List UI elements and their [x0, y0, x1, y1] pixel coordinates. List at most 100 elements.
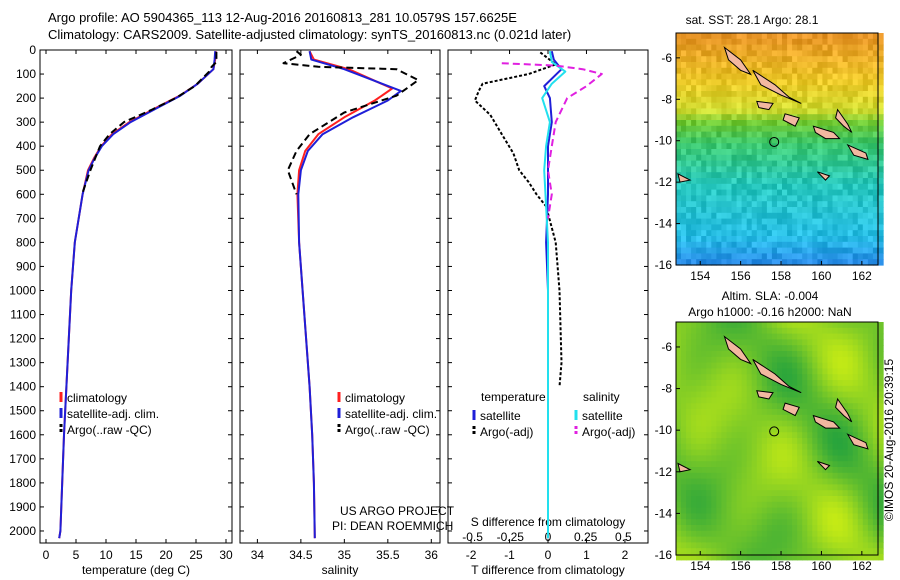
heatmap-cell	[832, 484, 839, 491]
heatmap-cell	[686, 333, 692, 340]
heatmap-cell	[822, 207, 829, 214]
heatmap-cell	[872, 472, 879, 480]
heatmap-cell	[761, 212, 768, 220]
heatmap-cell	[782, 385, 788, 393]
heatmap-cell	[827, 96, 834, 104]
heatmap-cell	[822, 426, 829, 433]
legend-satellite-adj-label: satellite-adj. clim.	[345, 407, 437, 421]
heatmap-cell	[802, 467, 808, 474]
heatmap-cell	[746, 44, 753, 51]
heatmap-cell	[872, 114, 879, 121]
heatmap-cell	[746, 472, 753, 480]
heatmap-cell	[832, 513, 839, 520]
heatmap-cell	[802, 102, 808, 109]
heatmap-cell	[842, 224, 849, 231]
heatmap-cell	[847, 131, 854, 138]
heatmap-cell	[872, 507, 879, 514]
heatmap-cell	[711, 507, 717, 514]
heatmap-cell	[731, 548, 738, 555]
heatmap-cell	[777, 496, 783, 503]
heatmap-cell	[837, 484, 844, 491]
heatmap-cell	[867, 461, 874, 468]
heatmap-cell	[736, 426, 743, 433]
heatmap-cell	[812, 362, 818, 369]
heatmap-cell	[822, 224, 829, 231]
heatmap-cell	[832, 137, 839, 144]
heatmap-cell	[701, 259, 707, 266]
heatmap-cell	[867, 519, 874, 526]
heatmap-cell	[726, 102, 733, 109]
heatmap-cell	[832, 33, 839, 40]
heatmap-cell	[787, 467, 793, 474]
heatmap-cell	[726, 253, 733, 260]
heatmap-cell	[878, 536, 884, 543]
heatmap-cell	[691, 484, 697, 491]
heatmap-cell	[807, 201, 813, 208]
heatmap-cell	[721, 236, 728, 243]
heatmap-cell	[867, 420, 874, 427]
heatmap-cell	[721, 356, 728, 364]
heatmap-cell	[681, 120, 687, 127]
heatmap-cell	[681, 44, 687, 51]
heatmap-cell	[676, 149, 682, 156]
heatmap-cell	[857, 131, 864, 138]
heatmap-cell	[802, 426, 808, 433]
y-tick-label: 200	[16, 91, 36, 105]
heatmap-cell	[792, 490, 798, 497]
heatmap-cell	[766, 38, 773, 46]
heatmap-cell	[797, 201, 803, 208]
heatmap-cell	[696, 201, 702, 208]
heatmap-cell	[701, 420, 707, 427]
heatmap-cell	[766, 131, 773, 138]
heatmap-cell	[867, 443, 874, 451]
heatmap-cell	[777, 38, 783, 46]
heatmap-cell	[721, 449, 728, 456]
heatmap-cell	[822, 212, 829, 220]
heatmap-cell	[751, 172, 758, 179]
heatmap-cell	[847, 166, 854, 173]
heatmap-cell	[706, 333, 712, 340]
heatmap-cell	[686, 496, 692, 503]
heatmap-cell	[852, 33, 859, 40]
heatmap-cell	[736, 189, 743, 196]
heatmap-cell	[766, 178, 773, 185]
heatmap-cell	[691, 125, 697, 133]
heatmap-cell	[696, 530, 702, 538]
heatmap-cell	[771, 259, 778, 266]
heatmap-cell	[751, 513, 758, 520]
heatmap-cell	[812, 542, 818, 549]
heatmap-cell	[721, 241, 728, 249]
heatmap-cell	[741, 484, 748, 491]
heatmap-cell	[817, 79, 824, 86]
heatmap-cell	[782, 56, 788, 63]
heatmap-cell	[696, 467, 702, 474]
heatmap-cell	[832, 478, 839, 485]
heatmap-cell	[756, 339, 763, 346]
heatmap-cell	[797, 530, 803, 538]
heatmap-cell	[736, 496, 743, 503]
heatmap-cell	[782, 455, 788, 462]
heatmap-cell	[797, 374, 803, 381]
heatmap-cell	[862, 207, 869, 214]
heatmap-cell	[787, 455, 793, 462]
heatmap-cell	[761, 449, 768, 456]
heatmap-cell	[878, 356, 884, 364]
heatmap-cell	[751, 224, 758, 231]
heatmap-cell	[872, 432, 879, 439]
heatmap-cell	[852, 102, 859, 109]
heatmap-cell	[782, 143, 788, 150]
heatmap-cell	[837, 449, 844, 456]
heatmap-cell	[842, 391, 849, 398]
heatmap-cell	[691, 426, 697, 433]
heatmap-cell	[681, 137, 687, 144]
heatmap-cell	[751, 137, 758, 144]
heatmap-cell	[701, 236, 707, 243]
heatmap-cell	[766, 201, 773, 208]
heatmap-cell	[847, 345, 854, 352]
heatmap-cell	[852, 414, 859, 422]
sla-map-subtitle: Argo h1000: -0.16 h2000: NaN	[688, 305, 851, 319]
heatmap-cell	[792, 85, 798, 92]
heatmap-cell	[867, 149, 874, 156]
heatmap-cell	[872, 443, 879, 451]
heatmap-cell	[832, 374, 839, 381]
